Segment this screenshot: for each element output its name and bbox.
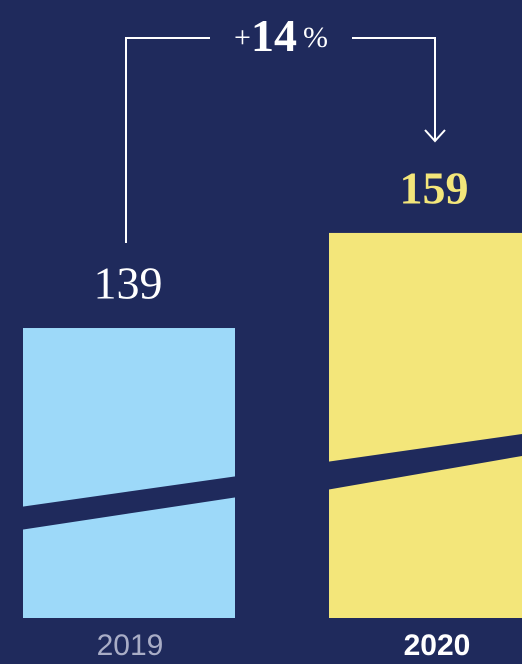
arrow-line [352, 37, 436, 140]
change-sign: + [234, 21, 251, 54]
bars [23, 232, 522, 618]
axis-break [20, 434, 522, 530]
arrow-head [424, 129, 446, 143]
x-tick-label: 2020 [404, 629, 471, 662]
change-unit: % [303, 21, 328, 54]
value-label: 159 [400, 163, 469, 214]
change-value: 14 [251, 10, 297, 61]
arrow-line [125, 37, 210, 243]
change-arrow [125, 37, 446, 243]
break-band [20, 476, 238, 530]
change-annotation: +14% [234, 10, 328, 61]
bar [23, 328, 235, 618]
x-tick-label: 2019 [97, 629, 164, 662]
bar [329, 232, 522, 618]
break-band [326, 434, 522, 490]
value-label: 139 [94, 258, 163, 309]
